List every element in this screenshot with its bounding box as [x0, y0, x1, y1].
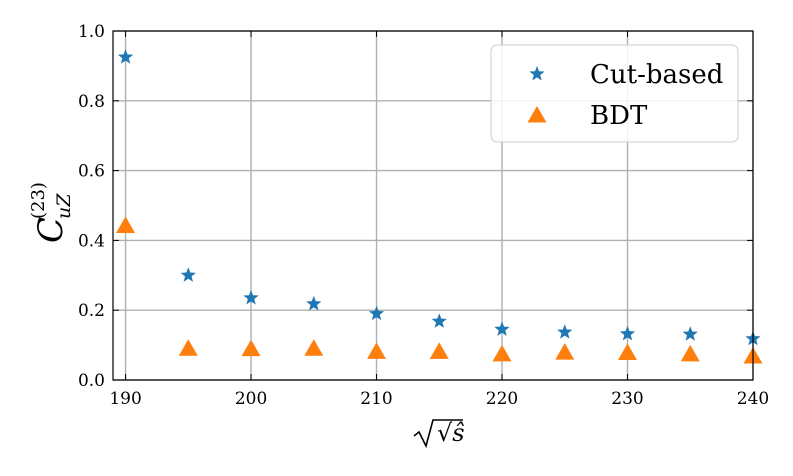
bdt-point	[367, 342, 387, 359]
x-axis-label-text: √ŝ	[437, 419, 465, 447]
y-tick-label: 1.0	[78, 22, 105, 42]
x-tick-label: 220	[486, 389, 518, 409]
bdt-point	[492, 344, 512, 362]
cut-based-point	[368, 305, 385, 321]
legend-marker-cut-based	[529, 66, 545, 81]
cut-based-point	[431, 313, 447, 328]
bdt-point	[241, 339, 261, 357]
cut-based-point	[180, 267, 196, 282]
x-tick-label: 200	[235, 389, 267, 409]
tick-labels: 190 200 210 220 230 240 0.0 0.2 0.4 0.6 0.8 1.0	[78, 22, 769, 409]
y-tick-label: 0.4	[78, 231, 105, 251]
legend-box	[490, 44, 739, 143]
bdt-point	[680, 344, 700, 362]
bdt-point	[618, 343, 638, 360]
legend: Cut-based BDT	[490, 44, 739, 143]
x-tick-label: 230	[611, 389, 643, 409]
cut-based-point	[494, 321, 510, 336]
plot-frame	[112, 30, 754, 381]
legend-marker-bdt	[527, 106, 547, 123]
bdt-point	[178, 339, 198, 356]
cut-based-point	[243, 289, 259, 305]
bdt-point	[116, 216, 136, 233]
x-tick-label: 190	[109, 389, 141, 409]
y-axis-label: C (23) uZ	[28, 182, 75, 243]
legend-triangle-marker	[527, 106, 547, 123]
y-axis-label-subscript: uZ	[53, 193, 75, 219]
x-tick-label: 210	[360, 389, 392, 409]
x-axis-label: √ŝ	[413, 419, 465, 449]
y-tick-label: 0.2	[78, 301, 105, 321]
sqrt-radical	[413, 419, 463, 449]
cut-based-point	[306, 295, 322, 311]
y-axis-label-superscript: (23)	[28, 182, 49, 219]
y-tick-label: 0.6	[78, 162, 105, 182]
cut-based-point	[682, 326, 698, 341]
legend-label-bdt: BDT	[590, 101, 648, 131]
legend-star-marker	[529, 66, 545, 81]
y-tick-label: 0.8	[78, 92, 105, 112]
legend-label-cut-based: Cut-based	[590, 60, 723, 90]
cut-based-point	[117, 49, 134, 64]
cut-based-point	[619, 325, 636, 341]
y-axis-label-main: C	[31, 217, 71, 243]
bdt-point	[555, 343, 575, 360]
y-tick-label: 0.0	[78, 371, 105, 391]
bdt-point	[304, 339, 324, 356]
x-tick-label: 240	[737, 389, 769, 409]
data-points	[116, 49, 763, 364]
cut-based-point	[557, 324, 573, 339]
bdt-point	[429, 342, 449, 359]
